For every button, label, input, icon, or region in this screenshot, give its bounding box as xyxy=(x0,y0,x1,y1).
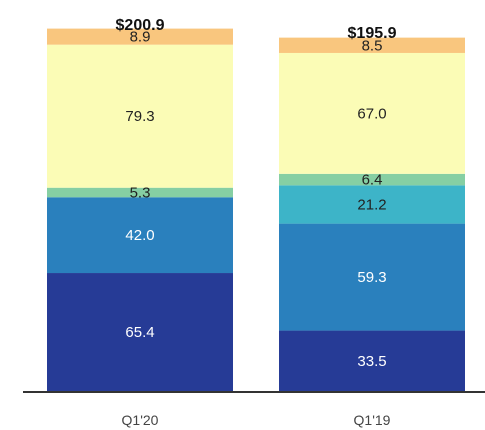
bar-segment-q1-20-3 xyxy=(47,187,233,198)
data-label-q1-19-4: 67.0 xyxy=(357,105,386,122)
bar-segment-q1-20-4 xyxy=(47,44,233,188)
bar-segment-q1-20-1 xyxy=(47,197,233,274)
data-label-q1-19-1: 59.3 xyxy=(357,269,386,286)
data-label-q1-19-5: 8.5 xyxy=(362,37,383,54)
bar-segment-q1-20-5 xyxy=(47,28,233,45)
bar-segment-q1-19-4 xyxy=(279,52,465,174)
data-label-q1-20-0: 65.4 xyxy=(125,324,154,341)
data-label-q1-20-4: 79.3 xyxy=(125,108,154,125)
data-label-q1-20-1: 42.0 xyxy=(125,227,154,244)
bars-layer xyxy=(47,28,465,391)
bar-segment-q1-19-3 xyxy=(279,173,465,186)
data-label-q1-20-3: 5.3 xyxy=(130,184,151,201)
bar-segment-q1-20-0 xyxy=(47,273,233,391)
x-tick-label-q1-19: Q1'19 xyxy=(354,412,391,428)
bar-segment-q1-19-1 xyxy=(279,223,465,331)
x-tick-label-q1-20: Q1'20 xyxy=(122,412,159,428)
data-label-q1-19-2: 21.2 xyxy=(357,196,386,213)
data-label-q1-20-5: 8.9 xyxy=(130,29,151,46)
bar-total-q1-19: $195.9 xyxy=(348,25,397,42)
bar-total-q1-20: $200.9 xyxy=(116,17,165,34)
labels-layer: 65.4 42.0 5.3 79.3 8.9 33.5 59.3 21.2 6.4 67.0 8.5 xyxy=(125,29,386,370)
data-label-q1-19-3: 6.4 xyxy=(362,172,383,189)
data-label-q1-19-0: 33.5 xyxy=(357,353,386,370)
bar-segment-q1-19-2 xyxy=(279,185,465,224)
bar-segment-q1-19-5 xyxy=(279,37,465,53)
bar-segment-q1-19-0 xyxy=(279,330,465,391)
